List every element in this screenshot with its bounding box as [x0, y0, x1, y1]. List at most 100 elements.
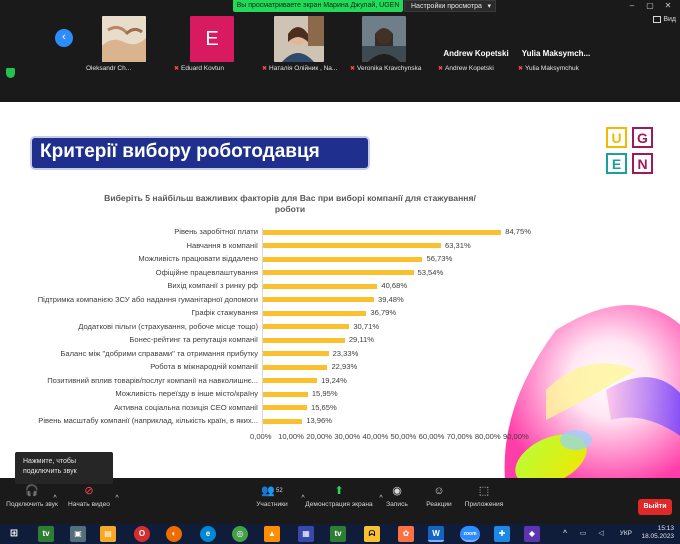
participant-tile[interactable]: Oleksandr Ch... [80, 16, 168, 72]
participant-video [362, 16, 406, 62]
record-button[interactable]: ◉ Запись [380, 484, 414, 520]
chevron-up-icon: ^ [53, 495, 57, 502]
data-label: 39,48% [377, 294, 404, 304]
view-button[interactable]: Вид [653, 16, 676, 23]
bar [263, 405, 307, 410]
view-settings-menu[interactable]: Настройки просмотра ▾ [404, 0, 496, 12]
participants-options-chevron[interactable]: ^ [298, 492, 308, 528]
connect-audio-label: Подключить звук [6, 501, 58, 508]
audio-tooltip[interactable]: Нажмите, чтобы подключить звук [15, 452, 113, 484]
zoom-icon[interactable]: zoom [460, 526, 480, 542]
bar [263, 283, 378, 289]
edge-icon[interactable]: e [200, 526, 216, 542]
file-explorer-icon[interactable]: ▤ [100, 526, 116, 542]
ugen-logo: U G E N [606, 127, 654, 175]
category-label: Підтримка компанією ЗСУ або надання гума… [37, 294, 258, 304]
x-tick-label: 60,00% [418, 432, 445, 441]
calculator-icon[interactable]: ▦ [298, 526, 314, 542]
data-label: 15,95% [311, 389, 338, 398]
system-clock[interactable]: 15:13 18.05.2023 [641, 525, 674, 541]
participant-tile[interactable]: Andrew Kopetski ✖ Andrew Kopetski [432, 16, 520, 72]
participant-tile[interactable]: Yulia Maksymch... ✖ Yulia Maksymchuk [512, 16, 600, 72]
start-video-button[interactable]: ⊘ Начать видео [66, 484, 112, 520]
bar [263, 364, 328, 370]
category-label: Активна соціальна позиція CEO компанії [113, 402, 258, 412]
exit-button[interactable]: Выйти [638, 499, 672, 515]
participants-button[interactable]: 👥52 Участники [248, 484, 296, 520]
chrome-icon[interactable]: ◎ [232, 526, 248, 542]
app-icon[interactable]: ◆ [524, 526, 540, 542]
ttv-app-icon[interactable]: ▣ [70, 526, 86, 542]
category-label: Офіційне працевлаштування [155, 267, 258, 277]
participant-avatar: E [190, 16, 234, 62]
orange-app-icon[interactable]: ✿ [398, 526, 414, 542]
muted-mic-icon: ✖ [518, 66, 524, 72]
tray-chevron-icon[interactable]: ^ [562, 530, 568, 537]
decorative-blob [504, 305, 680, 478]
data-label: 13,96% [306, 416, 332, 425]
participants-label: Участники [256, 501, 288, 508]
category-label: Позитивний вплив товарів/послуг компанії… [47, 375, 258, 385]
x-tick-label: 20,00% [306, 432, 332, 441]
participants-count: 52 [276, 488, 283, 494]
logo-letter: G [632, 127, 653, 148]
bar [263, 229, 502, 235]
bar [263, 270, 414, 275]
chevron-up-icon: ^ [301, 495, 305, 502]
category-label: Вихід компанії з ринку рф [167, 281, 258, 290]
windows-start-icon[interactable]: ⊞ [9, 528, 19, 539]
bar-chart: 0,00% 10,00% 20,00% 30,00% 40,00% 50,00% 60,00… [0, 102, 680, 478]
data-label: 84,75% [505, 227, 531, 236]
reactions-button[interactable]: ☺ Реакции [422, 484, 456, 520]
apps-label: Приложения [464, 501, 504, 508]
close-icon[interactable]: ✕ [664, 1, 672, 10]
participant-tile[interactable]: ✖ Veronika Kravchynska [344, 16, 432, 72]
category-label: Додаткові пільги (страхування, робоче мі… [78, 321, 258, 331]
participant-name: ✖ Наталія Олійник , Na... [262, 65, 338, 72]
apps-button[interactable]: ⬚ Приложения [462, 484, 506, 520]
bar [263, 337, 345, 343]
x-tick-label: 0,00% [250, 432, 272, 441]
tv-app-icon[interactable]: tv [38, 526, 54, 542]
maximize-icon[interactable]: ▢ [646, 1, 654, 10]
share-banner: Вы просматриваете экран Марина Джулай, U… [233, 0, 403, 12]
network-icon[interactable]: ▭ [579, 530, 587, 537]
participant-name: ✖ Andrew Kopetski [438, 65, 494, 72]
volume-icon[interactable]: ◁ [598, 530, 604, 537]
language-indicator[interactable]: УКР [619, 530, 632, 537]
tv-app-icon[interactable]: tv [330, 526, 346, 542]
video-options-chevron[interactable]: ^ [112, 492, 122, 528]
x-tick-label: 90,00% [503, 432, 529, 441]
data-label: 29,11% [348, 335, 375, 344]
view-button-label: Вид [663, 16, 676, 23]
bar [263, 391, 308, 397]
participant-name: ✖ Veronika Kravchynska [350, 65, 422, 72]
record-label: Запись [386, 501, 408, 508]
gallery-strip: Вы просматриваете экран Марина Джулай, U… [0, 0, 680, 102]
participant-tile[interactable]: ✖ Наталія Олійник , Na... [256, 16, 344, 72]
minimize-icon[interactable]: – [629, 1, 635, 10]
vlc-icon[interactable]: ▲ [264, 526, 280, 542]
audio-options-chevron[interactable]: ^ [50, 492, 60, 528]
previous-page-button[interactable]: ‹ [55, 29, 73, 47]
opera-icon[interactable]: O [134, 526, 150, 542]
participant-tile[interactable]: E ✖ Eduard Kovtun [168, 16, 256, 72]
data-label: 63,31% [444, 240, 471, 250]
word-icon[interactable]: W [428, 526, 444, 542]
connect-audio-button[interactable]: 🎧 Подключить звук [4, 484, 60, 520]
firefox-icon[interactable]: ◐ [166, 526, 182, 542]
windows-taskbar: ⊞ tv ▣ ▤ O ◐ e ◎ ▲ ▦ tv ᗣ ✿ W zoom ✚ ◆ ^… [0, 524, 680, 544]
share-screen-button[interactable]: ⬆ Демонстрация экрана [304, 484, 374, 520]
share-screen-icon: ⬆ [334, 485, 344, 497]
participant-name: Oleksandr Ch... [86, 65, 132, 72]
slide-title: Критерії вибору роботодавця [40, 141, 320, 162]
shield-icon [6, 68, 15, 78]
x-tick-label: 50,00% [390, 432, 417, 441]
bar [263, 351, 329, 356]
app-icon[interactable]: ✚ [494, 526, 510, 542]
logo-letter: U [606, 127, 627, 148]
batman-app-icon[interactable]: ᗣ [364, 526, 380, 542]
share-options-chevron[interactable]: ^ [376, 492, 386, 528]
data-label: 40,68% [381, 281, 408, 290]
